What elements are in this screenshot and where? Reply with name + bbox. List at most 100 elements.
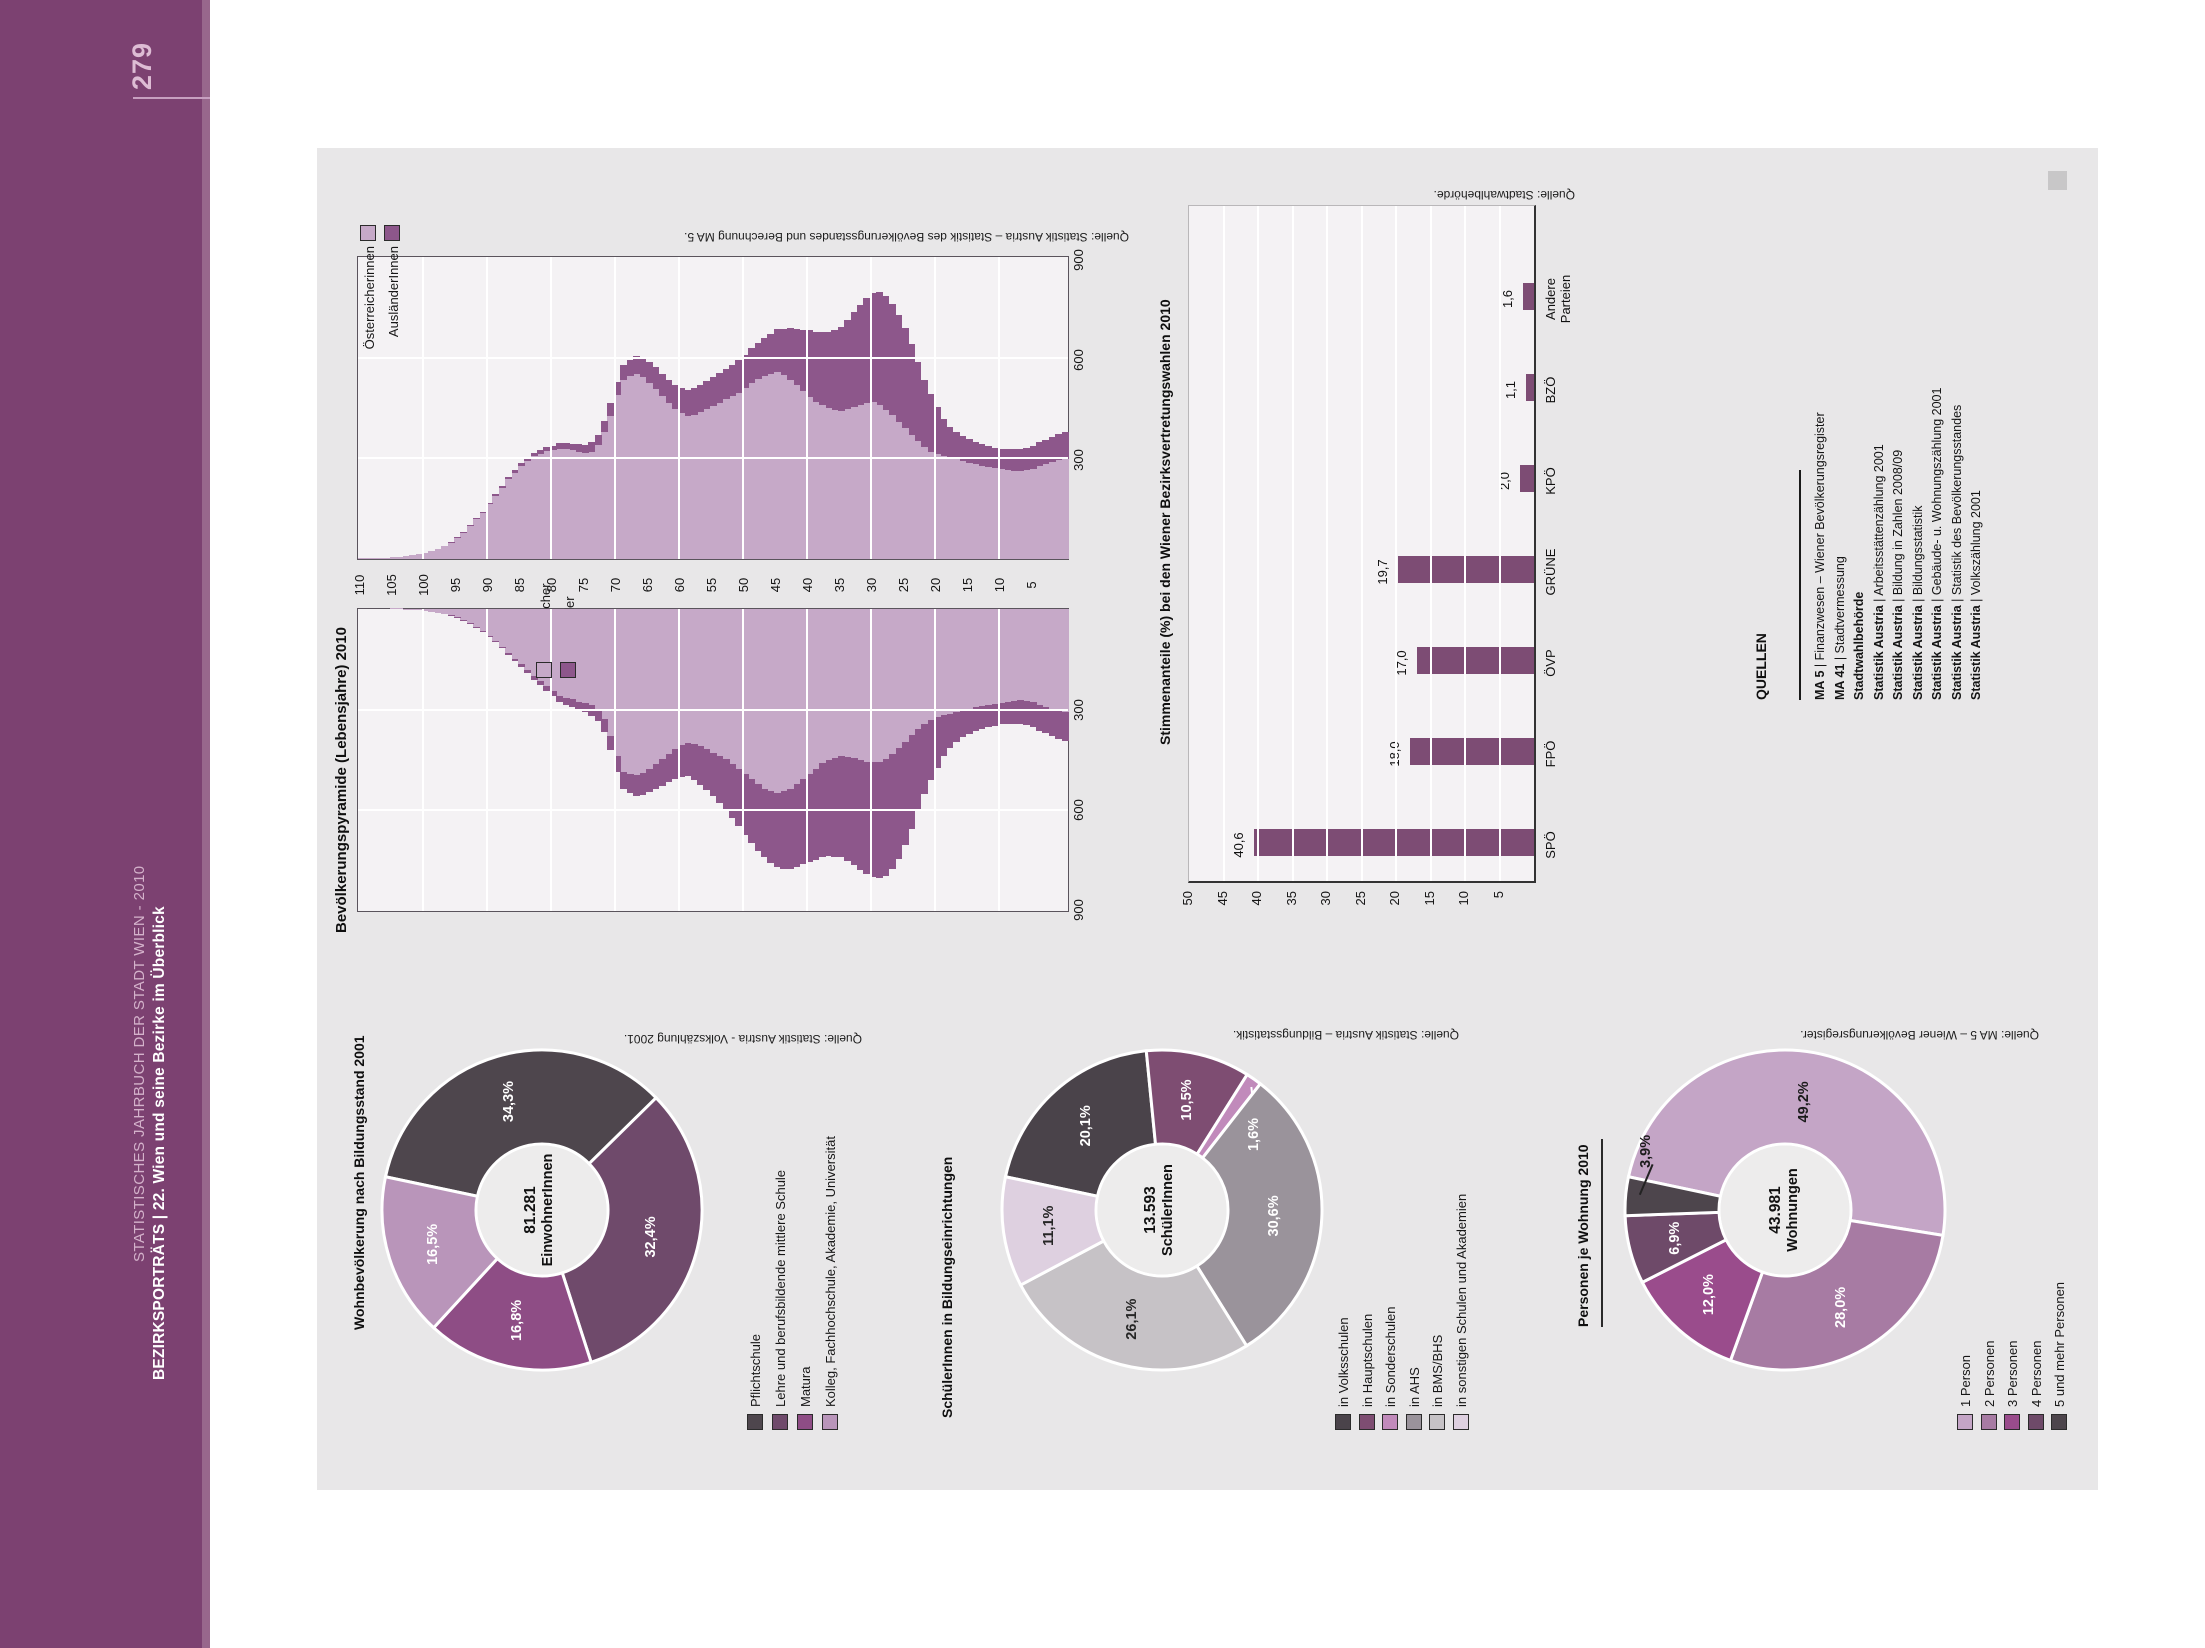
pyramid-bar-male-national xyxy=(780,609,788,792)
pyramid-bar-male-foreign xyxy=(511,658,519,661)
pyramid-bar-female-national xyxy=(690,414,698,559)
pyramid-bar-male-foreign xyxy=(562,697,570,705)
pyramid-bar-male-foreign xyxy=(882,759,890,876)
pyramid-bar-female-national xyxy=(639,377,647,559)
pyramid-bar-female-national xyxy=(1055,460,1063,559)
pyramid-bar-male-foreign xyxy=(556,696,564,702)
donut-percent-label: 6,9% xyxy=(1666,1221,1683,1255)
pyramid-bar-female-national xyxy=(697,412,704,559)
pyramid-bar-male-foreign xyxy=(888,754,896,869)
pyramid-gridline-age xyxy=(549,609,552,911)
pyramid-bar-female-national xyxy=(537,454,545,559)
pyramid-bar-female-national xyxy=(722,399,730,559)
legend-label-female-national: Österreicherinnen xyxy=(362,246,377,350)
donut-percent-label: 30,6% xyxy=(1265,1195,1282,1237)
pyramid-bar-male-national xyxy=(748,609,756,780)
pyramid-gridline-age xyxy=(549,257,552,559)
pyramid-bar-male-national xyxy=(767,609,775,791)
pyramid-bar-male-foreign xyxy=(1016,700,1024,724)
pyramid-bar-male-foreign xyxy=(895,748,903,859)
pyramid-bar-female-foreign xyxy=(505,477,513,480)
page-number: 279 xyxy=(127,41,157,90)
pyramid-age-tick: 55 xyxy=(704,577,719,593)
pyramid-bar-female-foreign xyxy=(728,364,736,396)
pyramid-bar-female-foreign xyxy=(473,518,481,520)
source-item: Statistik Austria | Gebäude- u. Wohnungs… xyxy=(1930,387,1944,700)
votes-bar xyxy=(1520,465,1534,492)
pyramid-bar-male-national xyxy=(453,609,461,618)
votes-ytick: 50 xyxy=(1180,891,1195,906)
votes-ytick: 20 xyxy=(1387,891,1402,906)
pyramid-age-tick: 30 xyxy=(863,577,879,593)
pyramid-bar-female-national xyxy=(652,388,660,559)
donut-percent-label: 20,1% xyxy=(1077,1105,1094,1147)
pyramid-age-tick: 45 xyxy=(767,577,783,593)
pyramid-bar-male-national xyxy=(1016,609,1024,701)
pyramid-bar-male-national xyxy=(940,609,948,715)
pyramid-bar-male-national xyxy=(511,609,519,659)
pyramid-age-tick: 100 xyxy=(416,574,432,596)
pyramid-bar-male-national xyxy=(754,609,762,785)
donut-legend-label: Lehre und berufsbildende mittlere Schule xyxy=(773,1169,788,1407)
votes-ytick: 25 xyxy=(1352,891,1368,906)
donut1-center-value: 81.281 xyxy=(522,1186,539,1234)
votes-gridline xyxy=(1395,206,1397,881)
pyramid-bar-female-foreign xyxy=(517,463,525,466)
sources-heading: QUELLEN xyxy=(1753,633,1769,700)
donut-legend-swatch xyxy=(2004,1414,2020,1430)
pyramid-bar-female-national xyxy=(441,546,449,559)
pyramid-bar-female-foreign xyxy=(575,444,583,452)
votes-category-label: GRÜNE xyxy=(1543,548,1558,596)
donut-percent-label: 10,5% xyxy=(1178,1079,1195,1121)
pyramid-bar-female-national xyxy=(389,557,397,559)
pyramid-bar-female-national xyxy=(562,448,570,559)
pyramid-bar-female-foreign xyxy=(831,330,839,411)
pyramid-age-tick: 50 xyxy=(735,577,751,593)
pyramid-bar-female-foreign xyxy=(946,427,954,458)
pyramid-bar-female-national xyxy=(972,464,980,559)
pyramid-bar-male-national xyxy=(952,609,960,712)
pyramid-bar-female-national xyxy=(946,457,954,559)
pyramid-bar-female-foreign xyxy=(626,359,634,376)
pyramid-gridline-age xyxy=(741,609,744,911)
pyramid-bar-male-foreign xyxy=(837,756,845,858)
donut-legend-swatch xyxy=(2027,1414,2044,1430)
pyramid-bar-female-national xyxy=(453,537,461,559)
pyramid-bar-male-foreign xyxy=(1055,711,1063,739)
pyramid-bar-male-foreign xyxy=(466,623,474,624)
donut-segment xyxy=(383,1048,659,1199)
source-item: Stadtwahlbehörde xyxy=(1852,591,1866,700)
donut-legend-label: in Volksschulen xyxy=(1336,1317,1351,1407)
pyramid-bar-female-national xyxy=(760,376,768,559)
votes-category-label: BZÖ xyxy=(1543,376,1558,404)
pyramid-bar-male-foreign xyxy=(498,646,506,649)
votes-ytick: 40 xyxy=(1249,891,1264,906)
votes-plot xyxy=(1188,205,1536,883)
donut-legend-swatch xyxy=(1980,1414,1997,1430)
pyramid-bar-female-national xyxy=(895,421,903,559)
pyramid-bar-female-national xyxy=(850,407,858,559)
pyramid-bar-male-foreign xyxy=(601,719,609,733)
pyramid-bar-male-foreign xyxy=(716,756,724,803)
pyramid-bar-male-national xyxy=(409,609,417,610)
pyramid-bar-female-national xyxy=(505,479,513,559)
donut-legend-swatch xyxy=(1429,1414,1445,1430)
donut-legend-label: Pflichtschule xyxy=(748,1334,763,1407)
pyramid-bar-female-foreign xyxy=(818,332,826,406)
pyramid-bar-female-national xyxy=(1042,464,1050,559)
votes-bar xyxy=(1526,374,1534,401)
sidebar-chapter-title: BEZIRKSPORTRÄTS | 22. Wien und seine Bez… xyxy=(151,906,168,1380)
pyramid-bar-male-foreign xyxy=(760,788,768,858)
pyramid-bar-male-foreign xyxy=(754,784,762,851)
pyramid-bar-female-national xyxy=(952,459,960,559)
pyramid-bar-male-national xyxy=(786,609,794,789)
pyramid-value-tick-male: 300 xyxy=(1071,699,1086,721)
pyramid-bar-male-national xyxy=(703,609,711,750)
pyramid-bar-male-national xyxy=(812,609,820,769)
pyramid-bar-female-national xyxy=(831,410,839,559)
pyramid-bar-male-national xyxy=(709,609,717,753)
pyramid-bar-male-national xyxy=(575,609,583,702)
pyramid-bar-female-foreign xyxy=(812,332,820,402)
pyramid-bar-female-foreign xyxy=(1004,449,1012,470)
